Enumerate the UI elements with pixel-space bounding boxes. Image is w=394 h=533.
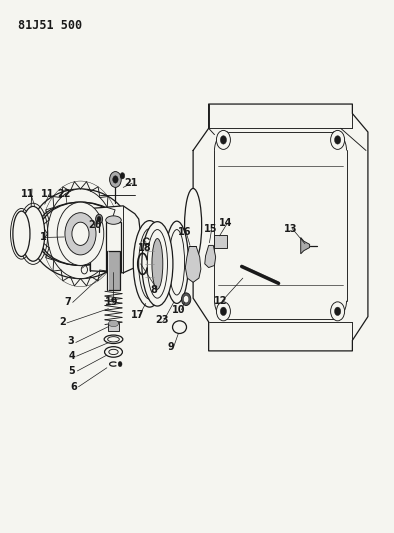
Ellipse shape bbox=[21, 206, 45, 261]
Text: 22: 22 bbox=[58, 189, 71, 199]
Text: 2: 2 bbox=[59, 317, 66, 327]
Ellipse shape bbox=[13, 211, 30, 256]
Text: 18: 18 bbox=[138, 243, 151, 253]
Circle shape bbox=[216, 131, 230, 149]
Polygon shape bbox=[301, 238, 310, 254]
Text: 14: 14 bbox=[219, 218, 233, 228]
Ellipse shape bbox=[147, 230, 167, 298]
Circle shape bbox=[57, 202, 104, 265]
Text: 7: 7 bbox=[65, 297, 71, 308]
Ellipse shape bbox=[165, 221, 188, 303]
Ellipse shape bbox=[152, 239, 163, 289]
Text: 5: 5 bbox=[69, 366, 75, 376]
Polygon shape bbox=[205, 245, 216, 268]
Circle shape bbox=[335, 136, 341, 144]
Text: 20: 20 bbox=[89, 220, 102, 230]
Text: 16: 16 bbox=[178, 227, 191, 237]
Circle shape bbox=[216, 302, 230, 321]
Ellipse shape bbox=[30, 189, 131, 279]
Ellipse shape bbox=[108, 337, 119, 342]
Circle shape bbox=[81, 265, 87, 274]
Ellipse shape bbox=[184, 189, 202, 262]
Circle shape bbox=[335, 307, 341, 316]
Ellipse shape bbox=[169, 230, 184, 295]
Circle shape bbox=[47, 189, 113, 279]
Text: 23: 23 bbox=[155, 316, 169, 325]
Text: 12: 12 bbox=[214, 296, 227, 306]
Text: 9: 9 bbox=[167, 342, 174, 352]
Text: 3: 3 bbox=[67, 336, 74, 346]
Bar bbox=[106, 222, 121, 272]
Text: 10: 10 bbox=[172, 305, 185, 315]
Text: 6: 6 bbox=[70, 382, 77, 392]
Circle shape bbox=[65, 213, 96, 255]
Text: 17: 17 bbox=[131, 310, 145, 320]
Circle shape bbox=[331, 131, 345, 149]
Ellipse shape bbox=[143, 238, 156, 290]
Circle shape bbox=[120, 173, 125, 179]
Ellipse shape bbox=[173, 321, 186, 334]
Circle shape bbox=[113, 176, 118, 183]
Text: 11: 11 bbox=[21, 189, 35, 199]
Text: 13: 13 bbox=[283, 223, 297, 233]
Text: 81J51 500: 81J51 500 bbox=[18, 19, 82, 31]
Ellipse shape bbox=[106, 216, 121, 224]
Circle shape bbox=[110, 172, 121, 188]
Ellipse shape bbox=[108, 320, 119, 327]
Circle shape bbox=[182, 293, 191, 305]
Text: 1: 1 bbox=[40, 232, 47, 243]
Polygon shape bbox=[185, 246, 201, 282]
Ellipse shape bbox=[142, 222, 173, 306]
Text: 8: 8 bbox=[150, 285, 157, 295]
Ellipse shape bbox=[104, 346, 123, 357]
Ellipse shape bbox=[139, 229, 160, 299]
Bar bbox=[214, 235, 227, 248]
Ellipse shape bbox=[133, 221, 166, 307]
Ellipse shape bbox=[104, 335, 123, 343]
Text: 4: 4 bbox=[69, 351, 75, 361]
Circle shape bbox=[72, 222, 89, 245]
Text: 21: 21 bbox=[124, 178, 138, 188]
Circle shape bbox=[331, 302, 345, 321]
Text: 15: 15 bbox=[204, 223, 217, 233]
Text: 19: 19 bbox=[105, 297, 118, 308]
Circle shape bbox=[220, 307, 227, 316]
Bar bbox=[108, 324, 119, 331]
Circle shape bbox=[97, 216, 101, 222]
Bar bbox=[107, 251, 120, 290]
Text: 11: 11 bbox=[41, 189, 54, 199]
Ellipse shape bbox=[109, 349, 118, 354]
Circle shape bbox=[220, 136, 227, 144]
Circle shape bbox=[118, 361, 122, 367]
Circle shape bbox=[183, 295, 189, 303]
Circle shape bbox=[96, 214, 102, 224]
Polygon shape bbox=[90, 206, 141, 273]
